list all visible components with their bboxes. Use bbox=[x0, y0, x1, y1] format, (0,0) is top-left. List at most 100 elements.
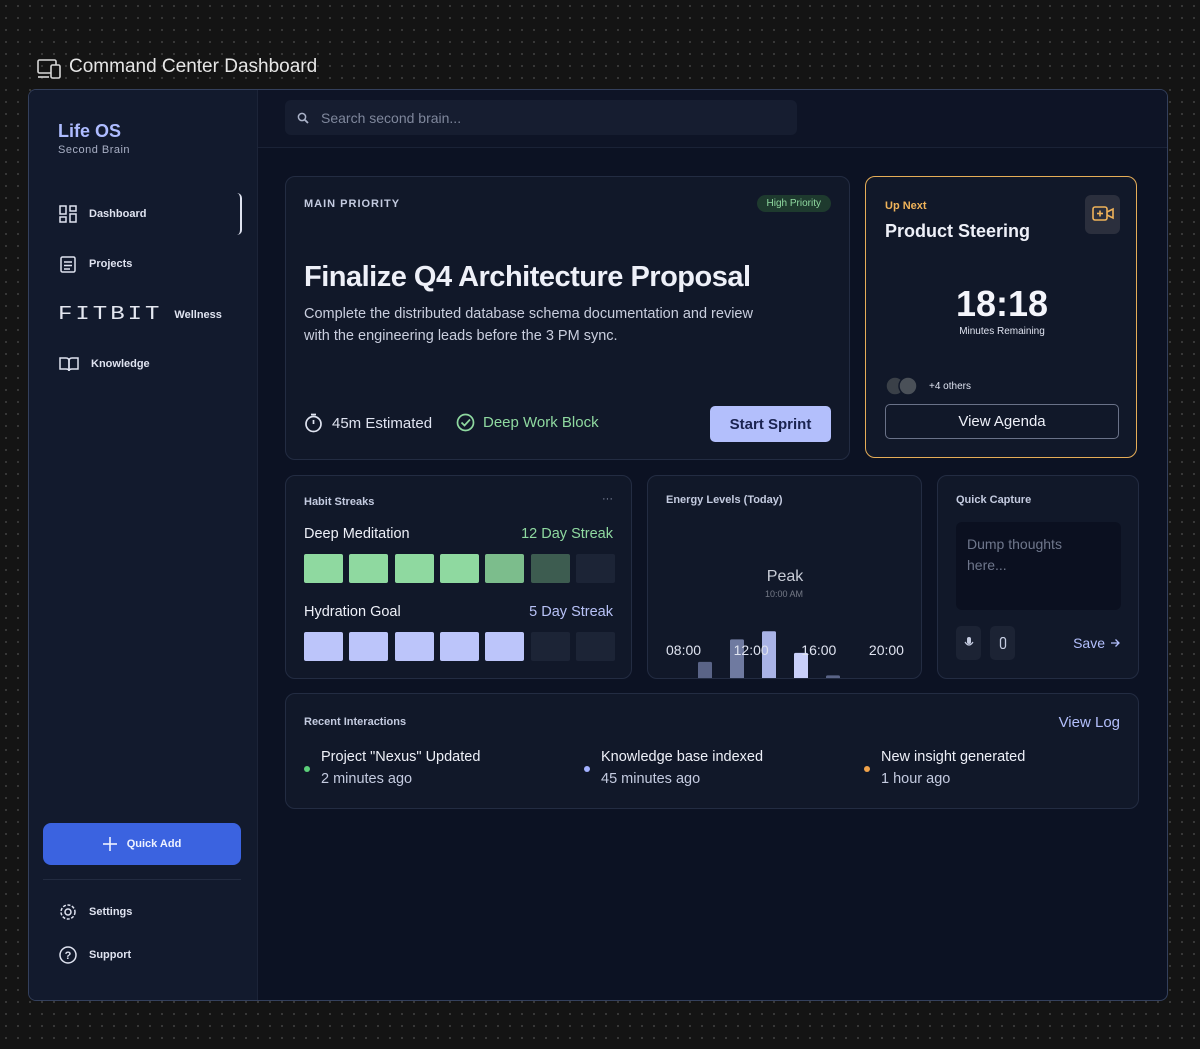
button-label: Quick Add bbox=[126, 838, 182, 850]
mode-label: Deep Work Block bbox=[483, 414, 599, 431]
view-log-link[interactable]: View Log bbox=[1058, 714, 1120, 731]
menu[interactable]: ··· bbox=[602, 493, 613, 505]
event-title: Product Steering bbox=[885, 221, 1031, 241]
interaction-text: Project "Nexus" Updated bbox=[321, 749, 481, 765]
attendees: +4 others bbox=[885, 376, 971, 396]
habit-cell bbox=[485, 554, 525, 583]
mode: Deep Work Block bbox=[456, 413, 599, 432]
search-icon bbox=[297, 112, 309, 124]
x-tick-label: 20:00 bbox=[868, 642, 904, 658]
nav-item[interactable]: Projects bbox=[59, 255, 132, 273]
priority-title: Finalize Q4 Architecture Proposal bbox=[304, 261, 751, 293]
fitbit-logo: FITBIT bbox=[58, 303, 163, 326]
icon bbox=[59, 205, 77, 223]
arrow-icon bbox=[1111, 639, 1120, 647]
estimate: 45m Estimated bbox=[304, 413, 432, 433]
start-sprint-button[interactable]: Start Sprint bbox=[710, 406, 831, 442]
habit-cell bbox=[575, 554, 615, 583]
habit-cell bbox=[530, 632, 570, 661]
recent-card: Recent Interactions View Log Project "Ne… bbox=[285, 693, 1139, 809]
nav-item[interactable]: Dashboard bbox=[59, 205, 146, 223]
card-title: Habit Streaks bbox=[304, 496, 375, 508]
bar bbox=[762, 631, 776, 678]
app-frame: Life OS Second Brain Dashboard Projects … bbox=[28, 89, 1168, 1001]
attendees-label: +4 others bbox=[929, 380, 971, 392]
bar bbox=[730, 639, 744, 678]
quick-add-button[interactable]: Quick Add bbox=[43, 823, 241, 865]
mic-icon bbox=[964, 637, 974, 646]
habit-cell bbox=[439, 632, 479, 661]
priority-badge: High Priority bbox=[756, 195, 831, 212]
mic-button[interactable] bbox=[956, 626, 981, 660]
annotation-time: 10:00 AM bbox=[765, 589, 803, 599]
active-indicator bbox=[237, 193, 242, 235]
x-axis-labels: 08:00 12:00 16:00 20:00 bbox=[666, 642, 904, 658]
svg-text:?: ? bbox=[65, 950, 72, 962]
nav-item[interactable]: FITBIT Wellness bbox=[58, 301, 222, 328]
view-agenda-button[interactable]: View Agenda bbox=[885, 404, 1119, 439]
priority-description: Complete the distributed database schema… bbox=[304, 306, 753, 344]
nav-label: Projects bbox=[89, 258, 133, 270]
card-title: Quick Capture bbox=[956, 494, 1032, 506]
interaction-text: Knowledge base indexed bbox=[601, 749, 764, 765]
quick-capture-card: Quick Capture Dump thoughts here... Save bbox=[937, 475, 1139, 679]
energy-chart: Peak 10:00 AM bbox=[698, 568, 840, 678]
bar bbox=[698, 661, 712, 678]
window-icon bbox=[37, 59, 61, 79]
divider bbox=[43, 879, 241, 880]
attach-button[interactable] bbox=[990, 626, 1015, 660]
nav-label: Wellness bbox=[174, 308, 222, 321]
settings-link[interactable]: Settings bbox=[59, 903, 132, 921]
save-button[interactable]: Save bbox=[1073, 635, 1120, 651]
support-link[interactable]: ? Support bbox=[59, 946, 131, 964]
habits-card: Habit Streaks ··· Deep Meditation 12 Day … bbox=[285, 475, 632, 679]
energy-card: Energy Levels (Today) Peak 10:00 AM 08:00… bbox=[647, 475, 922, 679]
card-title: Recent Interactions bbox=[304, 716, 407, 728]
search-placeholder: Search second brain... bbox=[321, 109, 462, 126]
tagline: Second Brain bbox=[58, 144, 131, 156]
capture-input[interactable]: Dump thoughts here... bbox=[956, 522, 1121, 610]
save-label: Save bbox=[1073, 635, 1105, 651]
x-tick-label: 08:00 bbox=[666, 642, 702, 658]
x-tick-label: 12:00 bbox=[733, 642, 769, 658]
nav-label: Support bbox=[89, 949, 132, 961]
nav-label: Knowledge bbox=[91, 358, 150, 370]
sidebar: Life OS Second Brain Dashboard Projects … bbox=[29, 90, 258, 1000]
interaction-time: 2 minutes ago bbox=[321, 771, 413, 787]
icon bbox=[102, 837, 117, 851]
habit-cell bbox=[530, 554, 570, 583]
status-dot bbox=[864, 766, 870, 772]
status-dot bbox=[584, 766, 590, 772]
card-label: Up Next bbox=[885, 200, 927, 212]
habit-cell bbox=[304, 554, 343, 583]
habit-name: Hydration Goal bbox=[304, 604, 401, 620]
habit-streak: 5 Day Streak bbox=[529, 604, 613, 620]
avatars bbox=[885, 376, 918, 396]
search-box[interactable]: Search second brain... bbox=[285, 100, 797, 135]
nav-item[interactable]: Knowledge bbox=[59, 355, 150, 373]
icon bbox=[60, 904, 76, 920]
chart-title: Energy Levels (Today) bbox=[666, 494, 783, 506]
priority-card: MAIN PRIORITY High Priority Finalize Q4 … bbox=[285, 176, 850, 460]
interaction-text: New insight generated bbox=[881, 749, 1026, 765]
habit-cell bbox=[575, 632, 615, 661]
attach-icon bbox=[999, 637, 1007, 649]
up-next-card: Up Next Product Steering 18:18 Minutes R… bbox=[865, 176, 1137, 458]
bar bbox=[826, 675, 840, 678]
habit-cell bbox=[485, 632, 525, 661]
bar bbox=[794, 652, 808, 678]
video-icon-box bbox=[1085, 195, 1120, 234]
icon bbox=[60, 256, 76, 273]
video-icon bbox=[1092, 206, 1114, 221]
countdown-caption: Minutes Remaining bbox=[959, 326, 1045, 337]
habit-cell bbox=[439, 554, 479, 583]
check-icon bbox=[456, 413, 475, 432]
window-title: Command Center Dashboard bbox=[69, 56, 318, 77]
nav-label: Settings bbox=[89, 906, 133, 918]
annotation-label: Peak bbox=[767, 568, 804, 585]
habit-cell bbox=[394, 632, 434, 661]
brand: Life OS bbox=[58, 121, 122, 141]
status-dot bbox=[304, 766, 310, 772]
capture-placeholder: Dump thoughts here... bbox=[967, 536, 1062, 573]
